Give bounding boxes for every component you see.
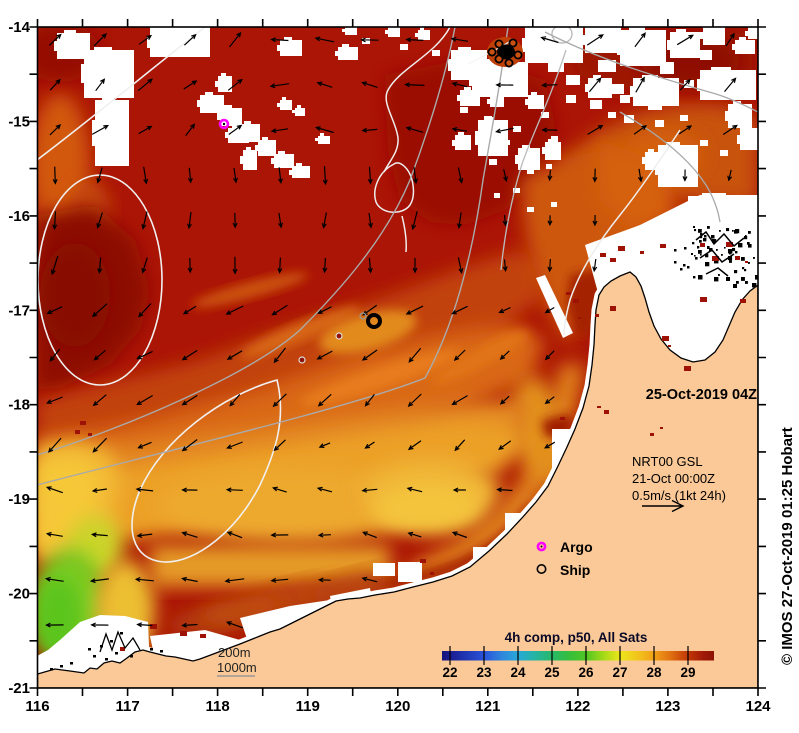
svg-text:26: 26 (578, 665, 594, 680)
svg-text:120: 120 (385, 698, 410, 715)
svg-text:-15: -15 (8, 113, 30, 130)
svg-text:-17: -17 (8, 302, 30, 319)
svg-text:118: 118 (205, 698, 229, 715)
svg-text:122: 122 (565, 698, 590, 715)
svg-text:22: 22 (442, 665, 457, 680)
svg-text:-16: -16 (8, 208, 30, 225)
svg-text:Ship: Ship (560, 562, 590, 578)
svg-text:-18: -18 (8, 397, 30, 414)
svg-text:0.5m/s (1kt 24h): 0.5m/s (1kt 24h) (632, 488, 726, 503)
svg-text:124: 124 (745, 698, 771, 715)
svg-text:25-Oct-2019 04Z: 25-Oct-2019 04Z (646, 387, 757, 403)
svg-text:25: 25 (544, 665, 560, 680)
svg-text:-19: -19 (8, 491, 30, 508)
svg-text:-20: -20 (8, 586, 30, 603)
svg-text:23: 23 (476, 665, 492, 680)
svg-text:27: 27 (612, 665, 627, 680)
svg-text:-14: -14 (8, 19, 30, 36)
svg-text:121: 121 (475, 698, 500, 715)
svg-text:119: 119 (296, 698, 320, 715)
svg-text:200m: 200m (218, 645, 251, 660)
svg-text:4h comp, p50, All Sats: 4h comp, p50, All Sats (505, 630, 648, 645)
svg-text:Argo: Argo (560, 539, 593, 555)
svg-text:21-Oct 00:00Z: 21-Oct 00:00Z (632, 471, 715, 486)
svg-text:29: 29 (680, 665, 695, 680)
svg-text:117: 117 (115, 698, 139, 715)
svg-text:NRT00 GSL: NRT00 GSL (632, 454, 703, 469)
svg-text:116: 116 (25, 698, 49, 715)
svg-text:1000m: 1000m (217, 660, 257, 675)
svg-text:© IMOS 27-Oct-2019 01:25 Hobar: © IMOS 27-Oct-2019 01:25 Hobart (779, 427, 796, 665)
svg-text:123: 123 (655, 698, 680, 715)
svg-text:28: 28 (646, 665, 662, 680)
svg-text:24: 24 (510, 665, 526, 680)
svg-text:-21: -21 (8, 680, 30, 697)
